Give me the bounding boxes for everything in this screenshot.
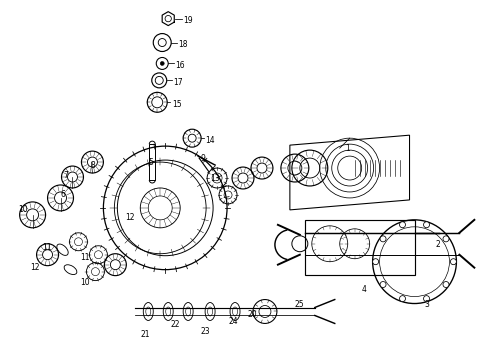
Circle shape [372,259,379,265]
Text: 12: 12 [125,213,135,222]
Circle shape [423,296,430,302]
Text: 23: 23 [200,327,210,336]
Circle shape [380,236,386,242]
Text: 18: 18 [178,40,188,49]
Text: 17: 17 [173,78,183,87]
Text: 19: 19 [183,16,193,25]
Text: 2: 2 [436,240,440,249]
Text: 8: 8 [91,161,95,170]
Text: 12: 12 [30,263,40,272]
Text: 11: 11 [80,253,90,262]
Text: 14: 14 [205,136,215,145]
Circle shape [450,259,456,265]
Text: 1: 1 [345,144,349,153]
Text: 20: 20 [248,310,258,319]
Circle shape [380,282,386,288]
Circle shape [423,222,430,228]
Bar [305,220,415,275]
Circle shape [443,282,449,288]
Text: 3: 3 [424,300,429,309]
Text: 24: 24 [228,317,238,326]
Text: 15: 15 [172,100,182,109]
Text: 13: 13 [210,174,220,183]
Bar [149,144,155,180]
Text: 6: 6 [61,190,65,199]
Circle shape [443,236,449,242]
Text: 9: 9 [200,154,205,163]
Text: 21: 21 [140,330,150,339]
Text: 10: 10 [19,206,28,215]
Circle shape [399,296,406,302]
Text: 16: 16 [175,61,185,70]
Text: 5: 5 [148,158,153,167]
Text: 25: 25 [295,300,304,309]
Text: 10: 10 [80,278,90,287]
Text: 4: 4 [362,285,367,294]
Text: 22: 22 [170,320,180,329]
Text: 7: 7 [64,171,69,180]
Circle shape [399,222,406,228]
Circle shape [160,62,164,66]
Text: 11: 11 [43,243,52,252]
